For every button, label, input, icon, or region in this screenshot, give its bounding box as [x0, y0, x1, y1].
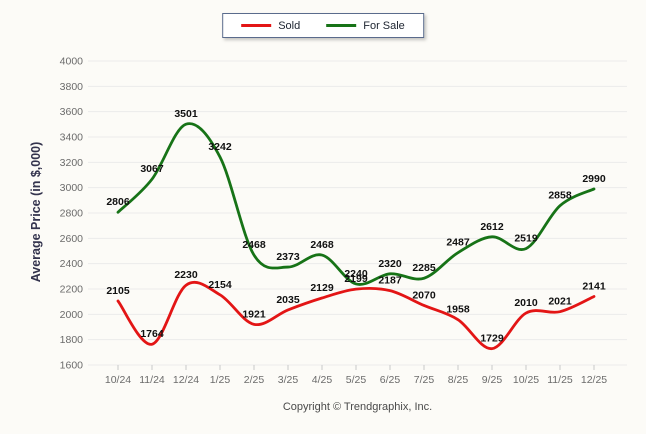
legend-item-for-sale: For Sale — [326, 20, 405, 32]
legend-label-sold: Sold — [278, 19, 301, 32]
data-label-sold: 2199 — [344, 273, 368, 285]
legend-item-sold: Sold — [241, 20, 300, 32]
data-label-for-sale: 3242 — [208, 141, 232, 153]
data-label-sold: 2035 — [276, 294, 300, 306]
data-label-for-sale: 2990 — [582, 173, 606, 185]
y-tick-label: 2200 — [60, 284, 84, 296]
data-label-sold: 2141 — [582, 280, 606, 292]
data-label-for-sale: 2468 — [242, 239, 266, 251]
y-tick-label: 2600 — [60, 233, 84, 245]
y-tick-label: 2400 — [60, 258, 84, 270]
y-tick-label: 3000 — [60, 182, 84, 194]
data-label-sold: 2129 — [310, 282, 334, 294]
x-tick-label: 10/25 — [513, 374, 539, 386]
x-tick-label: 11/25 — [547, 374, 573, 386]
y-tick-label: 1600 — [60, 360, 84, 372]
legend-label-for-sale: For Sale — [363, 19, 405, 32]
data-label-sold: 2187 — [378, 275, 402, 287]
data-label-for-sale: 2487 — [446, 237, 470, 249]
x-tick-label: 12/24 — [173, 374, 199, 386]
data-label-for-sale: 2612 — [480, 221, 504, 233]
data-label-for-sale: 2320 — [378, 258, 402, 270]
data-label-sold: 2230 — [174, 269, 198, 281]
y-tick-label: 2000 — [60, 309, 84, 321]
data-label-for-sale: 2240 — [344, 268, 368, 280]
y-tick-label: 3800 — [60, 81, 84, 93]
x-tick-label: 4/25 — [312, 374, 333, 386]
data-label-for-sale: 2468 — [310, 239, 334, 251]
data-label-sold: 1764 — [140, 328, 164, 340]
data-label-for-sale: 2373 — [276, 251, 300, 263]
data-label-sold: 2105 — [106, 285, 130, 297]
y-tick-label: 3600 — [60, 106, 84, 118]
x-tick-label: 6/25 — [380, 374, 401, 386]
x-tick-label: 11/24 — [139, 374, 165, 386]
data-label-for-sale: 3067 — [140, 163, 164, 175]
y-tick-label: 1800 — [60, 334, 84, 346]
for-sale-line-sample-icon — [326, 24, 357, 27]
copyright-text: Copyright © Trendgraphix, Inc. — [282, 401, 433, 413]
legend: Sold For Sale — [222, 13, 424, 38]
y-tick-label: 3400 — [60, 132, 84, 144]
data-label-for-sale: 2858 — [548, 190, 572, 202]
x-tick-label: 8/25 — [448, 374, 469, 386]
data-label-for-sale: 2806 — [106, 196, 130, 208]
data-label-for-sale: 2285 — [412, 262, 436, 274]
data-label-sold: 2070 — [412, 289, 436, 301]
x-tick-label: 10/24 — [105, 374, 131, 386]
y-tick-label: 2800 — [60, 208, 84, 220]
x-tick-label: 12/25 — [581, 374, 607, 386]
series-line-sold — [116, 280, 596, 351]
x-tick-label: 5/25 — [346, 374, 367, 386]
sold-line-sample-icon — [241, 24, 272, 27]
data-label-sold: 2154 — [208, 279, 232, 291]
y-tick-label: 3200 — [60, 157, 84, 169]
x-tick-label: 7/25 — [414, 374, 435, 386]
x-tick-label: 3/25 — [278, 374, 299, 386]
y-tick-label: 4000 — [60, 56, 84, 68]
x-tick-label: 9/25 — [482, 374, 503, 386]
data-label-for-sale: 3501 — [174, 108, 198, 120]
data-label-sold: 1958 — [446, 304, 470, 316]
data-label-sold: 1729 — [480, 333, 504, 345]
data-label-sold: 1921 — [242, 308, 266, 320]
data-label-sold: 2010 — [514, 297, 538, 309]
data-label-for-sale: 2519 — [514, 233, 538, 245]
y-axis-title: Average Price (in $,000) — [29, 141, 43, 283]
x-tick-label: 1/25 — [210, 374, 231, 386]
series-line-for-sale — [116, 122, 596, 286]
data-label-sold: 2021 — [548, 296, 572, 308]
x-tick-label: 2/25 — [244, 374, 265, 386]
